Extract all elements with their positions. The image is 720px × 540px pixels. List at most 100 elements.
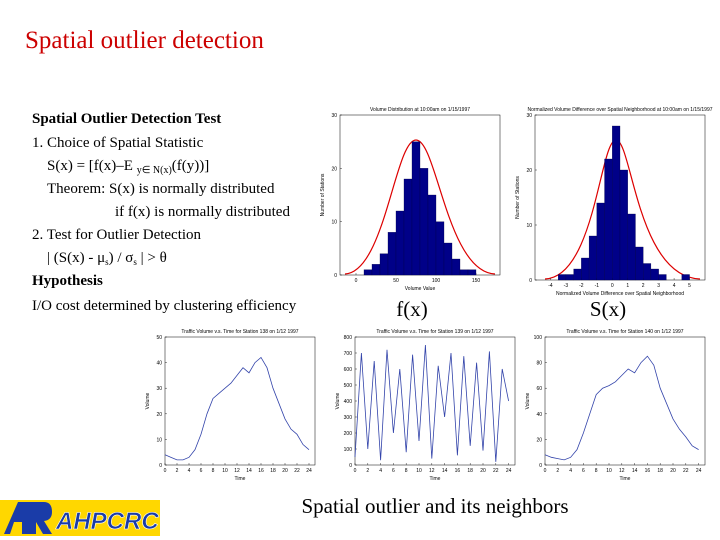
x-tick-label: 6 — [582, 468, 585, 474]
formula: S(x) = [f(x)–E y∈ N(x)(f(y))] — [47, 158, 209, 176]
x-axis-label: Time — [430, 476, 441, 482]
formula-part: S(x) = [f(x)–E — [47, 158, 137, 174]
slide-title: Spatial outlier detection — [25, 27, 264, 54]
chart-title: Volume Distribution at 10:00am on 1/15/1… — [370, 107, 470, 113]
x-tick-label: 4 — [569, 468, 572, 474]
x-axis-label: Volume Value — [405, 286, 436, 292]
y-tick-label: 20 — [331, 166, 337, 172]
x-tick-label: 22 — [294, 468, 300, 474]
x-tick-label: 3 — [657, 283, 660, 289]
x-tick-label: 22 — [683, 468, 689, 474]
histogram-bar — [427, 194, 437, 276]
y-axis-label: Volume — [335, 392, 341, 409]
x-tick-label: 0 — [611, 283, 614, 289]
y-tick-label: 400 — [344, 399, 353, 405]
line-series — [544, 355, 699, 461]
formula-subscript: s — [105, 257, 109, 267]
logo-emblem — [4, 502, 30, 534]
histogram-bar — [581, 257, 590, 281]
x-tick-label: 18 — [467, 468, 473, 474]
histogram-bar — [558, 274, 567, 281]
x-tick-label: 12 — [429, 468, 435, 474]
logo-emblem — [30, 502, 52, 534]
histogram-bar — [371, 264, 381, 276]
x-tick-label: 6 — [392, 468, 395, 474]
y-tick-label: 80 — [536, 361, 542, 367]
x-tick-label: 24 — [306, 468, 312, 474]
x-tick-label: 10 — [416, 468, 422, 474]
x-axis-label: Normalized Volume Difference over Spatia… — [556, 291, 684, 297]
caption: Spatial outlier and its neighbors — [301, 494, 568, 518]
x-tick-label: -3 — [564, 283, 569, 289]
histogram-bar — [658, 274, 667, 281]
x-axis-label: Time — [620, 476, 631, 482]
x-tick-label: 2 — [176, 468, 179, 474]
histogram-bar — [403, 178, 413, 276]
x-axis-label: Time — [235, 476, 246, 482]
formula-part: (f(y))] — [172, 158, 209, 174]
x-tick-label: 16 — [455, 468, 461, 474]
histogram-bar — [387, 232, 397, 276]
logo: AHPCRC — [0, 500, 160, 536]
x-tick-label: 10 — [606, 468, 612, 474]
x-tick-label: 20 — [480, 468, 486, 474]
chart-title: Normalized Volume Difference over Spatia… — [527, 107, 712, 113]
y-tick-label: 20 — [536, 437, 542, 443]
y-tick-label: 30 — [526, 113, 532, 119]
y-tick-label: 0 — [539, 463, 542, 469]
y-tick-label: 40 — [156, 361, 162, 367]
x-tick-label: 8 — [595, 468, 598, 474]
y-tick-label: 60 — [536, 386, 542, 392]
formula-subscript: y∈ N(x) — [137, 165, 172, 176]
y-tick-label: 10 — [526, 223, 532, 229]
histogram-bar — [573, 268, 582, 281]
x-tick-label: -1 — [595, 283, 600, 289]
text-line: I/O cost determined by clustering effici… — [32, 298, 297, 314]
histogram-bar — [650, 268, 659, 281]
x-tick-label: 0 — [164, 468, 167, 474]
text-line: Theorem: S(x) is normally distributed — [47, 181, 275, 197]
histogram-bar — [467, 269, 477, 276]
plot-frame — [164, 336, 316, 466]
y-axis-label: Number of Stations — [515, 176, 521, 219]
y-tick-label: 0 — [529, 278, 532, 284]
formula-subscript: s — [133, 257, 137, 267]
y-tick-label: 0 — [159, 463, 162, 469]
histogram-bar — [443, 242, 453, 276]
y-tick-label: 600 — [344, 367, 353, 373]
histogram-bar — [627, 213, 636, 281]
y-tick-label: 20 — [156, 412, 162, 418]
x-tick-label: 2 — [366, 468, 369, 474]
x-tick-label: 14 — [632, 468, 638, 474]
test-formula: | (S(x) - μs) / σs | > θ — [47, 250, 167, 267]
x-tick-label: 12 — [619, 468, 625, 474]
x-tick-label: 10 — [222, 468, 228, 474]
formula-part: | > θ — [137, 250, 167, 266]
histogram-bar — [459, 269, 469, 276]
chart-title: Traffic Volume v.s. Time for Station 138… — [181, 329, 298, 335]
figure-label: S(x) — [590, 297, 626, 321]
x-tick-label: 1 — [626, 283, 629, 289]
x-tick-label: 8 — [405, 468, 408, 474]
y-axis-label: Volume — [525, 392, 531, 409]
x-tick-label: 0 — [355, 278, 358, 284]
histogram-bar — [588, 235, 597, 281]
histogram-bar — [635, 246, 644, 281]
histogram-bar — [451, 258, 461, 276]
y-tick-label: 700 — [344, 351, 353, 357]
x-tick-label: 150 — [472, 278, 481, 284]
x-tick-label: 8 — [212, 468, 215, 474]
y-tick-label: 500 — [344, 383, 353, 389]
x-tick-label: 20 — [670, 468, 676, 474]
y-tick-label: 10 — [331, 220, 337, 226]
x-tick-label: 100 — [432, 278, 441, 284]
x-tick-label: 12 — [234, 468, 240, 474]
histogram-bar — [596, 202, 605, 281]
y-tick-label: 100 — [344, 447, 353, 453]
histogram-bar — [565, 274, 574, 281]
histogram-bar — [604, 158, 613, 281]
y-tick-label: 800 — [344, 335, 353, 341]
x-tick-label: 4 — [379, 468, 382, 474]
formula-part: | (S(x) - μ — [47, 250, 105, 266]
logo-text: AHPCRC — [55, 508, 159, 535]
